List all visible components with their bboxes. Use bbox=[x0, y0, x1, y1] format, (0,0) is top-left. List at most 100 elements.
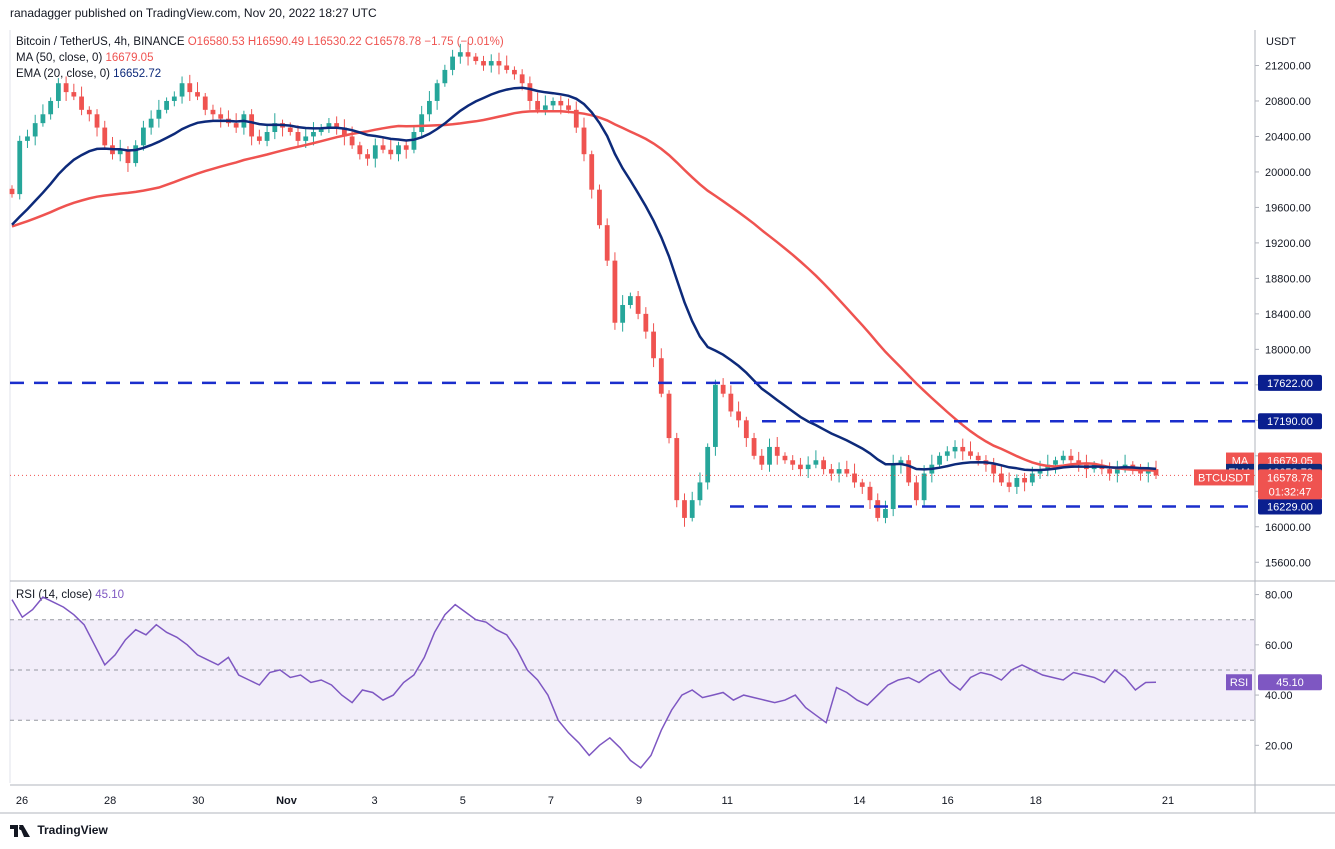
candle-body bbox=[295, 132, 301, 141]
candle-body bbox=[365, 154, 370, 159]
footer-brand[interactable]: TradingView bbox=[10, 823, 108, 837]
candle-body bbox=[156, 109, 162, 119]
candle-body bbox=[999, 473, 1004, 483]
currency-label: USDT bbox=[1266, 36, 1296, 48]
candle-body bbox=[272, 123, 278, 133]
candle-body bbox=[1022, 477, 1027, 483]
rsi-tick-label: 20.00 bbox=[1265, 740, 1293, 752]
candle-body bbox=[318, 127, 324, 133]
rsi-tick-label: 40.00 bbox=[1265, 690, 1293, 702]
candle-body bbox=[805, 464, 811, 470]
ma-row[interactable]: MA (50, close, 0) 16679.05 bbox=[16, 50, 504, 66]
rsi-legend[interactable]: RSI (14, close) 45.10 bbox=[16, 589, 124, 601]
ohlc-low: L16530.22 bbox=[307, 36, 362, 48]
candle-body bbox=[674, 438, 680, 501]
candle-body bbox=[1107, 469, 1113, 474]
time-tick-label: 21 bbox=[1162, 795, 1174, 807]
ohlc-change: −1.75 (−0.01%) bbox=[424, 36, 504, 48]
time-tick-label: 16 bbox=[941, 795, 953, 807]
price-tick-label: 18000.00 bbox=[1265, 344, 1311, 356]
symbol-label[interactable]: Bitcoin / TetherUS, 4h, BINANCE bbox=[16, 36, 185, 48]
candle-body bbox=[287, 127, 293, 133]
candle-body bbox=[705, 446, 711, 483]
candle-body bbox=[1037, 469, 1043, 474]
main-legend: Bitcoin / TetherUS, 4h, BINANCE O16580.5… bbox=[16, 34, 504, 82]
ma-label: MA (50, close, 0) bbox=[16, 52, 103, 64]
candle-body bbox=[542, 105, 548, 110]
candle-body bbox=[86, 109, 92, 115]
symbol-badge-tag-label: BTCUSDT bbox=[1198, 472, 1250, 484]
candle-body bbox=[759, 455, 765, 465]
candle-body bbox=[859, 482, 865, 487]
price-tick-label: 18400.00 bbox=[1265, 309, 1311, 321]
price-tick-label: 20800.00 bbox=[1265, 96, 1311, 108]
candle-body bbox=[427, 100, 432, 115]
candle-body bbox=[504, 65, 510, 70]
candle-body bbox=[133, 145, 139, 164]
candle-body bbox=[171, 96, 177, 101]
candle-body bbox=[326, 123, 332, 128]
price-tick-label: 20000.00 bbox=[1265, 167, 1311, 179]
candle-body bbox=[689, 500, 695, 518]
candle-body bbox=[913, 482, 919, 501]
candle-body bbox=[635, 296, 641, 314]
price-tick-label: 18800.00 bbox=[1265, 273, 1311, 285]
candle-body bbox=[1153, 469, 1159, 476]
candle-body bbox=[991, 464, 997, 474]
ema-row[interactable]: EMA (20, close, 0) 16652.72 bbox=[16, 66, 504, 82]
candle-body bbox=[1114, 469, 1120, 474]
candle-body bbox=[102, 127, 108, 146]
candle-body bbox=[334, 123, 340, 128]
symbol-badge-tag bbox=[1194, 469, 1254, 486]
candle-body bbox=[790, 460, 796, 465]
candle-body bbox=[488, 61, 494, 66]
candle-body bbox=[921, 473, 927, 501]
candle-body bbox=[179, 83, 185, 97]
candle-body bbox=[589, 154, 595, 190]
candle-body bbox=[403, 145, 409, 150]
time-tick-label: 7 bbox=[548, 795, 554, 807]
ohlc-open: O16580.53 bbox=[187, 36, 245, 48]
candle-body bbox=[1068, 455, 1074, 461]
candle-body bbox=[527, 83, 533, 101]
price-tick-label: 19200.00 bbox=[1265, 238, 1311, 250]
candle-body bbox=[17, 140, 23, 195]
level-badge-label: 16229.00 bbox=[1267, 501, 1313, 513]
candle-body bbox=[48, 100, 54, 115]
rsi-badge-tag-label: RSI bbox=[1230, 677, 1248, 689]
candle-body bbox=[720, 384, 726, 394]
candle-body bbox=[311, 132, 316, 137]
candle-body bbox=[434, 83, 440, 101]
candle-body bbox=[627, 296, 633, 305]
candle-body bbox=[558, 100, 564, 106]
candle-body bbox=[890, 464, 896, 510]
last-price-badge bbox=[1258, 469, 1322, 500]
price-tick-label: 19600.00 bbox=[1265, 202, 1311, 214]
candle-body bbox=[55, 83, 61, 101]
price-tick-label: 16000.00 bbox=[1265, 522, 1311, 534]
candle-body bbox=[396, 145, 401, 155]
candle-body bbox=[728, 393, 734, 412]
candle-body bbox=[906, 460, 912, 483]
price-tick-label: 20400.00 bbox=[1265, 131, 1311, 143]
level-badge bbox=[1258, 374, 1322, 391]
candle-body bbox=[798, 464, 803, 470]
candle-body bbox=[512, 69, 517, 75]
rsi-badge-tag bbox=[1226, 674, 1252, 691]
candle-body bbox=[867, 486, 873, 501]
candle-body bbox=[450, 56, 455, 70]
candle-body bbox=[519, 74, 525, 84]
candle-body bbox=[1006, 482, 1012, 487]
last-price-badge-value: 16578.78 bbox=[1267, 472, 1313, 484]
candle-body bbox=[898, 460, 904, 465]
candle-body bbox=[210, 109, 216, 115]
price-tick-label: 21200.00 bbox=[1265, 60, 1311, 72]
candle-body bbox=[442, 69, 448, 84]
tradingview-logo-icon bbox=[10, 824, 30, 837]
candle-body bbox=[535, 100, 541, 110]
candle-body bbox=[202, 96, 208, 110]
candle-body bbox=[828, 469, 834, 474]
candle-body bbox=[1029, 473, 1035, 483]
time-tick-label: 28 bbox=[104, 795, 116, 807]
